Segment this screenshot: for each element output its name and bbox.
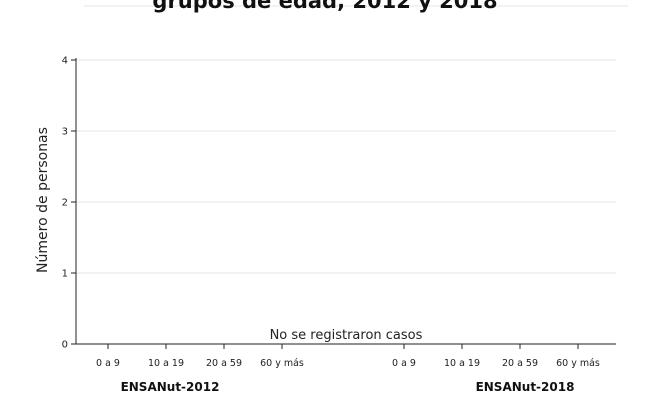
- group-labels: ENSANut-2012 ENSANut-2018: [121, 380, 575, 394]
- x-tick-label: 60 y más: [556, 358, 600, 369]
- chart-title: grupos de edad, 2012 y 2018: [152, 0, 497, 13]
- y-tick-label: 2: [62, 198, 68, 209]
- axes: [76, 58, 616, 344]
- gridlines: [76, 60, 616, 273]
- y-tick-label: 0: [62, 340, 68, 351]
- x-ticks: 0 a 9 10 a 19 20 a 59 60 y más 0 a 9 10 a 19 2…: [96, 344, 600, 369]
- x-tick-label: 20 a 59: [206, 358, 242, 369]
- group-label: ENSANut-2012: [121, 380, 220, 394]
- x-tick-label: 10 a 19: [148, 358, 184, 369]
- y-ticks: 0 1 2 3 4: [62, 56, 76, 351]
- y-tick-label: 4: [62, 56, 68, 67]
- x-tick-label: 20 a 59: [502, 358, 538, 369]
- no-cases-annotation: No se registraron casos: [270, 328, 423, 343]
- x-tick-label: 0 a 9: [392, 358, 416, 369]
- y-axis-label: Número de personas: [35, 127, 51, 273]
- x-tick-label: 60 y más: [260, 358, 304, 369]
- y-tick-label: 3: [62, 127, 68, 138]
- group-label: ENSANut-2018: [476, 380, 575, 394]
- x-tick-label: 0 a 9: [96, 358, 120, 369]
- y-tick-label: 1: [62, 269, 68, 280]
- x-tick-label: 10 a 19: [444, 358, 480, 369]
